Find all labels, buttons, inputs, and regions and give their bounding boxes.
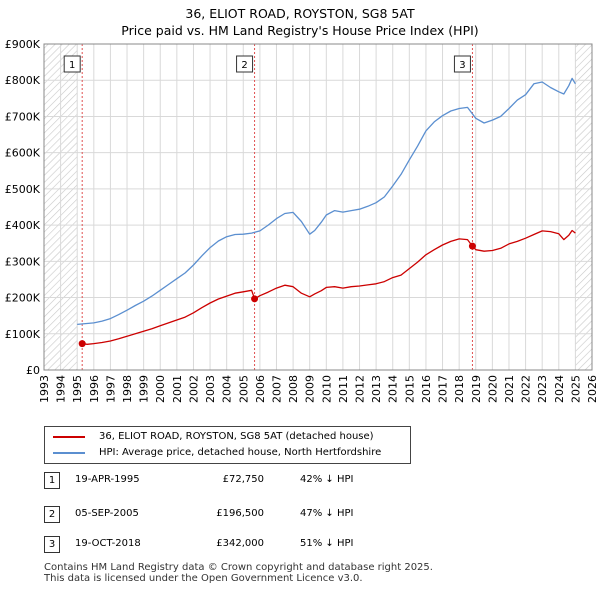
property-series-line <box>82 229 576 345</box>
transaction-price: £72,750 <box>222 474 264 485</box>
legend-label-property: 36, ELIOT ROAD, ROYSTON, SG8 5AT (detach… <box>99 431 374 442</box>
chart-title: 36, ELIOT ROAD, ROYSTON, SG8 5AT <box>185 6 415 21</box>
transaction-hpi-diff: 47% ↓ HPI <box>300 508 354 519</box>
transaction-price: £196,500 <box>216 508 264 519</box>
transaction-row: 2 05-SEP-2005 £196,500 47% ↓ HPI <box>44 506 404 524</box>
transaction-row: 3 19-OCT-2018 £342,000 51% ↓ HPI <box>44 536 404 554</box>
transaction-date: 19-OCT-2018 <box>75 538 141 549</box>
x-tick-label: 2016 <box>420 375 433 403</box>
y-tick-label: £0 <box>26 364 40 377</box>
transaction-row: 1 19-APR-1995 £72,750 42% ↓ HPI <box>44 472 404 490</box>
x-tick-label: 2013 <box>370 375 383 403</box>
transaction-hpi-diff: 42% ↓ HPI <box>300 474 354 485</box>
y-tick-label: £900K <box>5 38 41 51</box>
chart-subtitle: Price paid vs. HM Land Registry's House … <box>121 23 479 38</box>
x-tick-label: 2012 <box>354 375 367 403</box>
y-tick-label: £100K <box>5 328 41 341</box>
marker-badge-2 <box>236 55 254 73</box>
hatched-range-1 <box>575 44 592 370</box>
x-tick-label: 2021 <box>503 375 516 403</box>
sale-point-3 <box>468 242 476 250</box>
x-tick-label: 2001 <box>171 375 184 403</box>
x-tick-label: 1997 <box>104 375 117 403</box>
x-tick-label: 2015 <box>403 375 416 403</box>
x-tick-label: 2023 <box>536 375 549 403</box>
x-tick-label: 2004 <box>221 375 234 403</box>
y-tick-label: £400K <box>5 219 41 232</box>
x-tick-label: 2022 <box>520 375 533 403</box>
y-tick-label: £500K <box>5 183 41 196</box>
footer-line-copyright: Contains HM Land Registry data © Crown c… <box>44 562 433 573</box>
marker-badge-3 <box>453 55 471 73</box>
marker-badge-label-1: 1 <box>69 60 75 71</box>
x-tick-label: 1994 <box>55 375 68 403</box>
chart-title-block: 36, ELIOT ROAD, ROYSTON, SG8 5AT Price p… <box>0 5 600 39</box>
x-tick-label: 2010 <box>320 375 333 403</box>
x-tick-label: 2018 <box>453 375 466 403</box>
x-tick-label: 2017 <box>437 375 450 403</box>
legend: 36, ELIOT ROAD, ROYSTON, SG8 5AT (detach… <box>44 426 411 464</box>
x-tick-label: 1993 <box>38 375 51 403</box>
y-tick-label: £300K <box>5 255 41 268</box>
sale-point-1 <box>78 340 86 348</box>
plot-frame <box>43 43 593 371</box>
x-tick-label: 2014 <box>387 375 400 403</box>
legend-swatch-property <box>53 436 85 438</box>
x-tick-label: 2000 <box>154 375 167 403</box>
footer-attribution: Contains HM Land Registry data © Crown c… <box>44 562 433 584</box>
transaction-price: £342,000 <box>216 538 264 549</box>
x-tick-label: 2019 <box>470 375 483 403</box>
x-tick-label: 1995 <box>71 375 84 403</box>
x-tick-label: 1998 <box>121 375 134 403</box>
x-tick-label: 2007 <box>270 375 283 403</box>
legend-label-hpi: HPI: Average price, detached house, Nort… <box>99 447 382 458</box>
transaction-marker-badge: 1 <box>44 472 60 489</box>
sale-point-2 <box>251 295 259 303</box>
y-tick-label: £200K <box>5 292 41 305</box>
x-tick-label: 2025 <box>569 375 582 403</box>
x-tick-label: 2005 <box>237 375 250 403</box>
transaction-date: 19-APR-1995 <box>75 474 140 485</box>
y-tick-label: £800K <box>5 74 41 87</box>
price-chart: 1 2 3 £0 £100K £200K £300K £400K £500K £600K £700K… <box>5 38 599 403</box>
footer-line-licence: This data is licensed under the Open Gov… <box>44 573 363 584</box>
marker-badge-label-2: 2 <box>241 60 247 71</box>
x-tick-label: 2011 <box>337 375 350 403</box>
transaction-date: 05-SEP-2005 <box>75 508 139 519</box>
x-tick-label: 1999 <box>138 375 151 403</box>
hpi-series-line <box>77 77 576 326</box>
y-tick-label: £600K <box>5 147 41 160</box>
legend-swatch-hpi <box>53 452 85 454</box>
x-tick-label: 2026 <box>586 375 599 403</box>
x-tick-label: 1996 <box>88 375 101 403</box>
transaction-marker-badge: 2 <box>44 506 60 523</box>
x-tick-label: 2009 <box>304 375 317 403</box>
transaction-hpi-diff: 51% ↓ HPI <box>300 538 354 549</box>
x-tick-label: 2020 <box>486 375 499 403</box>
x-tick-label: 2003 <box>204 375 217 403</box>
x-tick-label: 2006 <box>254 375 267 403</box>
marker-badge-1 <box>63 55 81 73</box>
x-tick-label: 2024 <box>553 375 566 403</box>
transaction-marker-badge: 3 <box>44 536 60 553</box>
x-tick-label: 2008 <box>287 375 300 403</box>
y-tick-label: £700K <box>5 110 41 123</box>
x-tick-label: 2002 <box>187 375 200 403</box>
marker-badge-label-3: 3 <box>459 60 465 71</box>
plot-area <box>44 44 592 370</box>
